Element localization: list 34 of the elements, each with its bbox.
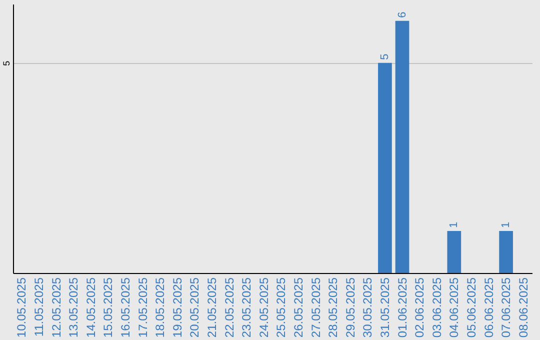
data-label: 5 xyxy=(378,54,391,60)
x-tick-label: 07.06.2025 xyxy=(499,277,514,338)
x-tick-label: 14.05.2025 xyxy=(84,277,98,338)
data-label: 1 xyxy=(500,222,512,228)
x-tick-label: 23.05.2025 xyxy=(240,277,254,338)
x-tick-label: 10.05.2025 xyxy=(14,277,29,338)
x-tick-label: 02.06.2025 xyxy=(412,277,427,338)
x-tick-label: 25.05.2025 xyxy=(274,277,288,338)
x-tick-label: 12.05.2025 xyxy=(49,277,64,338)
x-tick-label: 05.06.2025 xyxy=(464,277,478,338)
x-tick-label: 03.06.2025 xyxy=(430,277,444,338)
x-tick-label: 30.05.2025 xyxy=(360,277,375,338)
x-tick-label: 06.06.2025 xyxy=(482,277,496,338)
x-tick-label: 31.05.2025 xyxy=(378,277,392,338)
x-tick-label: 15.05.2025 xyxy=(101,277,116,338)
x-tick-label: 18.05.2025 xyxy=(153,277,168,338)
x-tick-label: 17.05.2025 xyxy=(136,277,150,338)
x-tick-label: 22.05.2025 xyxy=(222,277,236,338)
x-tick-label: 27.05.2025 xyxy=(308,277,323,338)
data-label: 1 xyxy=(448,222,460,228)
data-label: 6 xyxy=(396,12,408,18)
x-tick-label: 19.05.2025 xyxy=(170,277,184,338)
x-tick-label: 20.05.2025 xyxy=(188,277,202,338)
x-tick-label: 01.06.2025 xyxy=(395,277,410,338)
x-tick-label: 13.05.2025 xyxy=(66,277,81,338)
x-tick-label: 24.05.2025 xyxy=(256,277,271,338)
x-tick-label: 29.05.2025 xyxy=(343,277,358,338)
x-tick-label: 11.05.2025 xyxy=(32,277,46,337)
x-tick-label: 26.05.2025 xyxy=(291,277,306,338)
x-tick-label: 16.05.2025 xyxy=(118,277,132,338)
x-tick-label: 28.05.2025 xyxy=(326,277,340,338)
x-tick-label: 08.06.2025 xyxy=(516,277,530,338)
x-tick-label: 21.05.2025 xyxy=(204,277,219,338)
x-tick-label: 04.06.2025 xyxy=(447,277,462,338)
